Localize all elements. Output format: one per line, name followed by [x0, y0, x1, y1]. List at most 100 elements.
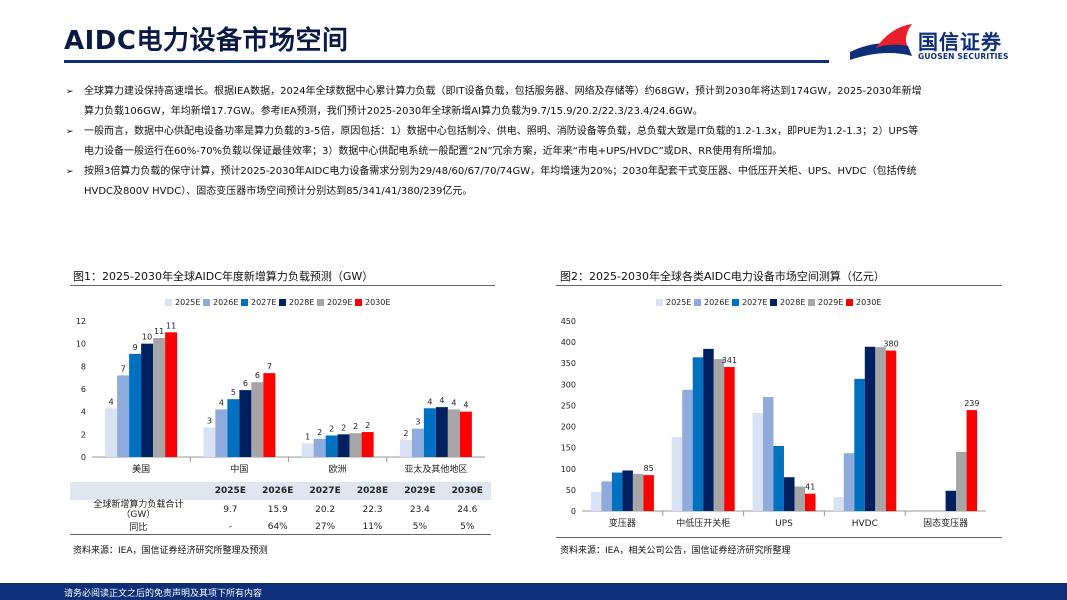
- bar: [805, 493, 816, 511]
- table-header-cell: 2029E: [396, 482, 444, 500]
- bullet-line: 全球算力建设保持高速增长。根据IEA数据，2024年全球数据中心累计算力负载（即…: [84, 86, 922, 97]
- y-tick-label: 200: [561, 423, 576, 432]
- x-tick-label: HVDC: [852, 519, 878, 529]
- bar: [784, 477, 795, 511]
- title-divider: [64, 60, 829, 63]
- legend-swatch: [656, 299, 663, 306]
- bar: [117, 375, 130, 457]
- data-label: 6: [255, 371, 260, 380]
- bar: [165, 332, 178, 457]
- legend-label: 2025E: [666, 298, 691, 307]
- bar: [601, 481, 612, 511]
- bar: [447, 409, 460, 457]
- bar: [945, 490, 957, 511]
- bar: [399, 440, 412, 457]
- bar: [875, 347, 886, 511]
- table-cell: 9.7: [223, 505, 238, 515]
- table-cell: 5%: [396, 520, 444, 535]
- bullet-item: ➢ 全球算力建设保持高速增长。根据IEA数据，2024年全球数据中心累计算力负载…: [64, 82, 1010, 122]
- bar: [313, 438, 326, 457]
- legend-swatch: [694, 299, 701, 306]
- bar: [459, 411, 472, 457]
- logo-red-wing: [876, 24, 912, 48]
- y-tick-label: 0: [81, 453, 86, 462]
- bar: [632, 473, 644, 511]
- legend-swatch: [732, 299, 739, 306]
- table-header-cell: 2026E: [254, 482, 302, 500]
- data-label: 7: [267, 362, 272, 371]
- legend-swatch: [317, 299, 324, 306]
- bar: [864, 346, 876, 511]
- data-label: 41: [805, 483, 815, 492]
- legend-label: 2028E: [289, 298, 314, 307]
- logo-text-en: GUOSEN SECURITIES: [918, 52, 1009, 61]
- y-tick-label: 6: [81, 385, 86, 394]
- bullet-line: HVDC及800V HVDC）、固态变压器市场空间预计分别达到85/341/41…: [84, 186, 473, 197]
- table-cell: 20.2: [315, 505, 336, 515]
- bullet-arrow-icon: ➢: [66, 87, 74, 97]
- bar: [301, 443, 314, 457]
- legend-swatch: [846, 299, 853, 306]
- y-tick-label: 10: [76, 340, 86, 349]
- y-tick-label: 250: [561, 401, 576, 410]
- y-tick-label: 2: [81, 430, 86, 439]
- bar: [349, 433, 362, 457]
- figure2-title-rule: [556, 285, 1002, 286]
- bar: [752, 413, 763, 511]
- figure1-title: 图1：2025-2030年全球AIDC年度新增算力负载预测（GW）: [73, 270, 374, 283]
- data-label: 2: [353, 422, 358, 431]
- bullet-line: 一般而言，数据中心供配电设备功率是算力负载的3-5倍，原因包括：1）数据中心包括…: [84, 126, 919, 137]
- data-label: 2: [317, 428, 322, 437]
- table-cell: 22.3: [362, 505, 383, 515]
- legend-label: 2030E: [856, 298, 881, 307]
- bar: [141, 343, 154, 457]
- legend-swatch: [241, 299, 248, 306]
- table-header-cell: [70, 482, 207, 500]
- x-tick-label: UPS: [775, 519, 793, 529]
- y-tick-label: 100: [561, 465, 576, 474]
- table-cell: 64%: [254, 520, 302, 535]
- y-tick-label: 8: [81, 362, 86, 371]
- table-row-label: 同比: [70, 520, 207, 535]
- x-tick-label: 中低压开关柜: [676, 517, 730, 529]
- y-tick-label: 50: [566, 486, 576, 495]
- figure2-title: 图2：2025-2030年全球各类AIDC电力设备市场空间测算（亿元）: [560, 270, 885, 283]
- bar: [263, 373, 276, 457]
- y-tick-label: 400: [561, 338, 576, 347]
- table-cell: 23.4: [409, 505, 430, 515]
- bar: [843, 453, 855, 511]
- bar: [423, 408, 436, 457]
- bar: [794, 486, 805, 511]
- table-header-cell: 2025E: [206, 482, 255, 500]
- data-label: 3: [207, 417, 212, 426]
- bar: [337, 434, 350, 457]
- footer-disclaimer: 请务必阅读正文之后的免责声明及其项下所有内容: [64, 589, 263, 599]
- bullet-arrow-icon: ➢: [66, 167, 74, 177]
- figure2-bar-chart: 2025E 2026E 2027E 2028E 2029E 2030E 0 50 100 150 2…: [561, 298, 986, 529]
- legend-label: 2029E: [818, 298, 843, 307]
- data-label: 239: [964, 399, 979, 408]
- table-header-cell: 2027E: [301, 482, 349, 500]
- data-label: 11: [154, 327, 164, 336]
- data-label: 4: [451, 398, 456, 407]
- data-label: 9: [133, 343, 138, 352]
- bullet-line: 按照3倍算力负载的保守计算，预计2025-2030年AIDC电力设备需求分别为2…: [84, 166, 917, 177]
- bar: [671, 437, 683, 511]
- bar: [966, 410, 978, 511]
- table-header-cell: 2028E: [348, 482, 397, 500]
- data-label: 85: [644, 464, 654, 473]
- table-cell: 11%: [348, 520, 397, 535]
- x-tick-label: 亚太及其他地区: [404, 463, 467, 475]
- data-label: 4: [109, 397, 114, 406]
- legend-label: 2027E: [251, 298, 276, 307]
- data-label: 4: [439, 396, 444, 405]
- data-label: 2: [341, 423, 346, 432]
- bar: [773, 445, 784, 511]
- table-row-label: 全球新增算力负载合计 （GW）: [70, 500, 207, 520]
- data-label: 380: [883, 340, 898, 349]
- figure1-source: 资料来源：IEA，国信证券经济研究所整理及预测: [73, 546, 268, 556]
- data-label: 7: [121, 364, 126, 373]
- data-label: 2: [329, 424, 334, 433]
- data-label: 4: [463, 401, 468, 410]
- bar: [692, 357, 704, 511]
